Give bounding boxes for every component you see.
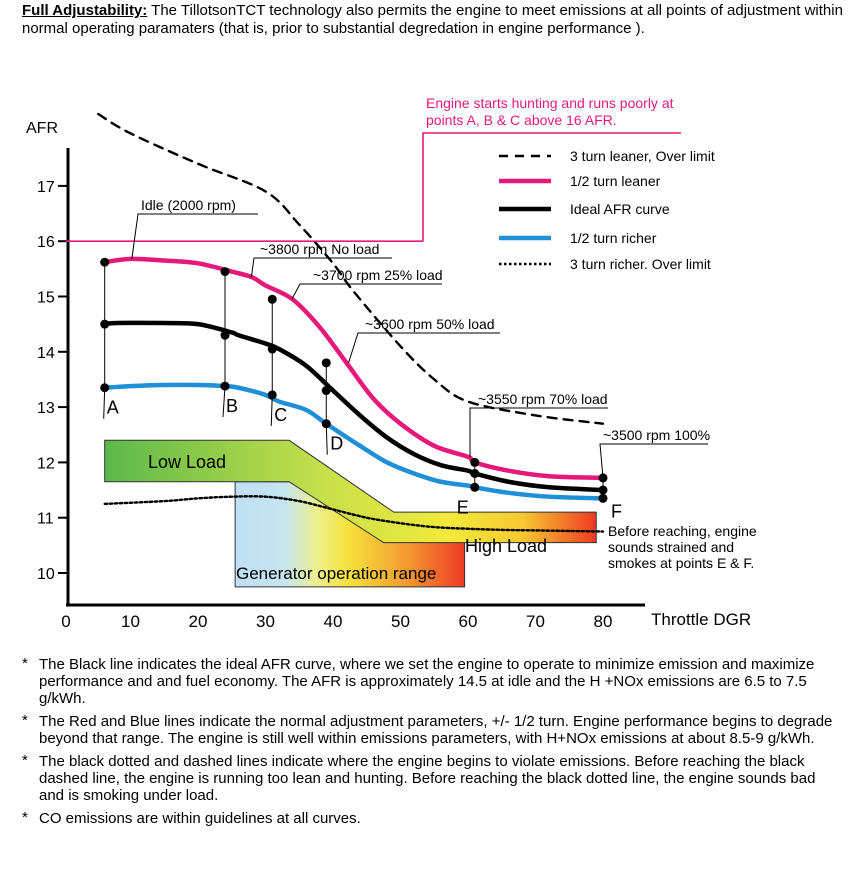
annotation-100-load: ~3500 rpm 100% bbox=[603, 427, 710, 443]
data-point bbox=[321, 386, 331, 396]
x-axis-title: Throttle DGR bbox=[651, 610, 751, 629]
x-tick-label: 70 bbox=[526, 612, 545, 631]
x-tick-label: 40 bbox=[324, 612, 343, 631]
point-label-c: C bbox=[274, 405, 287, 425]
legend-ideal-afr-label: Ideal AFR curve bbox=[570, 201, 670, 217]
data-point bbox=[100, 383, 110, 393]
series-richer-over-limit bbox=[103, 495, 605, 533]
legend-half-turn-leaner-label: 1/2 turn leaner bbox=[570, 173, 661, 189]
annotation-idle: Idle (2000 rpm) bbox=[141, 197, 236, 213]
note-bullet: * bbox=[22, 655, 28, 672]
annotation-no-load-leader bbox=[250, 257, 392, 278]
note-text: CO emissions are within guidelines at al… bbox=[39, 810, 361, 827]
data-point bbox=[598, 485, 608, 495]
data-point bbox=[267, 390, 277, 400]
hunting-label-line2: points A, B & C above 16 AFR. bbox=[426, 112, 617, 128]
legend-half-turn-richer-label: 1/2 turn richer bbox=[570, 230, 657, 246]
annotation-25-load-leader bbox=[291, 283, 442, 300]
point-connector bbox=[222, 386, 226, 418]
note-item: * CO emissions are within guidelines at a… bbox=[22, 809, 842, 827]
high-load-label: High Load bbox=[465, 536, 547, 556]
data-point bbox=[598, 493, 608, 503]
note-bullet: * bbox=[22, 712, 28, 729]
hunting-label-line1: Engine starts hunting and runs poorly at bbox=[426, 95, 674, 111]
y-tick-label: 12 bbox=[37, 455, 55, 472]
annotation-100-load-leader bbox=[599, 443, 708, 478]
data-point bbox=[470, 482, 480, 492]
point-label-b: B bbox=[226, 396, 238, 416]
note-bullet: * bbox=[22, 809, 28, 826]
note-text: The Red and Blue lines indicate the norm… bbox=[39, 713, 833, 747]
annotation-70-load: ~3550 rpm 70% load bbox=[478, 391, 608, 407]
y-tick-label: 15 bbox=[37, 290, 55, 307]
y-tick-label: 11 bbox=[37, 511, 54, 528]
data-point bbox=[220, 330, 230, 340]
data-point bbox=[100, 319, 110, 329]
low-load-region bbox=[104, 439, 597, 544]
x-tick-label: 60 bbox=[459, 612, 478, 631]
point-label-d: D bbox=[330, 434, 343, 454]
data-point bbox=[470, 457, 480, 467]
point-label-a: A bbox=[107, 398, 119, 418]
point-connector bbox=[103, 387, 106, 419]
note-text: The black dotted and dashed lines indica… bbox=[39, 753, 816, 804]
intro-paragraph: Full Adjustability: The TillotsonTCT tec… bbox=[22, 2, 852, 38]
intro-text: The TillotsonTCT technology also permits… bbox=[22, 2, 843, 37]
annotation-before-reaching-1: Before reaching, engine bbox=[608, 523, 757, 539]
annotation-before-reaching-3: smokes at points E & F. bbox=[608, 555, 754, 571]
note-item: * The Black line indicates the ideal AFR … bbox=[22, 655, 842, 707]
annotation-70-load-leader bbox=[469, 407, 608, 457]
annotation-no-load: ~3800 rpm No load bbox=[260, 241, 379, 257]
y-tick-label: 10 bbox=[37, 566, 55, 583]
data-point bbox=[220, 267, 230, 277]
annotation-50-load-leader bbox=[348, 332, 500, 364]
data-point bbox=[470, 468, 480, 478]
intro-label: Full Adjustability: bbox=[22, 2, 148, 19]
point-label-e: E bbox=[457, 497, 469, 517]
y-tick-label: 14 bbox=[37, 345, 55, 362]
annotation-50-load: ~3600 rpm 50% load bbox=[365, 316, 495, 332]
y-tick-label: 13 bbox=[37, 400, 55, 417]
y-tick-label: 17 bbox=[37, 179, 55, 196]
legend-leaner-over-limit-label: 3 turn leaner, Over limit bbox=[570, 148, 715, 164]
data-point bbox=[321, 419, 331, 429]
low-load-label: Low Load bbox=[148, 452, 226, 472]
note-text: The Black line indicates the ideal AFR c… bbox=[39, 656, 815, 707]
x-tick-label: 10 bbox=[121, 612, 140, 631]
note-item: * The black dotted and dashed lines indic… bbox=[22, 752, 842, 804]
x-tick-label: 0 bbox=[61, 612, 70, 631]
hunting-callout-line bbox=[422, 132, 681, 242]
data-point bbox=[267, 344, 277, 354]
point-connector bbox=[325, 423, 328, 455]
annotation-idle-leader bbox=[131, 213, 258, 259]
note-item: * The Red and Blue lines indicate the nor… bbox=[22, 712, 842, 747]
y-tick-label: 16 bbox=[37, 234, 55, 251]
notes-list: * The Black line indicates the ideal AFR … bbox=[22, 655, 842, 833]
annotation-25-load: ~3700 rpm 25% load bbox=[313, 267, 443, 283]
point-label-f: F bbox=[611, 501, 622, 521]
x-tick-label: 80 bbox=[594, 612, 613, 631]
series-leaner-over-limit bbox=[97, 112, 605, 425]
annotation-before-reaching-2: sounds strained and bbox=[608, 539, 734, 555]
data-point bbox=[267, 294, 277, 304]
x-tick-label: 30 bbox=[256, 612, 275, 631]
y-axis-title: AFR bbox=[26, 120, 58, 137]
afr-chart: Low Load High Load Generator operation ran… bbox=[26, 95, 757, 631]
point-connector bbox=[270, 394, 273, 426]
note-bullet: * bbox=[22, 752, 28, 769]
legend-richer-over-limit-label: 3 turn richer. Over limit bbox=[570, 256, 711, 272]
x-tick-label: 50 bbox=[391, 612, 410, 631]
generator-label: Generator operation range bbox=[236, 564, 436, 583]
data-point bbox=[100, 257, 110, 267]
x-tick-label: 20 bbox=[189, 612, 208, 631]
data-point bbox=[220, 381, 230, 391]
data-point bbox=[321, 358, 331, 368]
